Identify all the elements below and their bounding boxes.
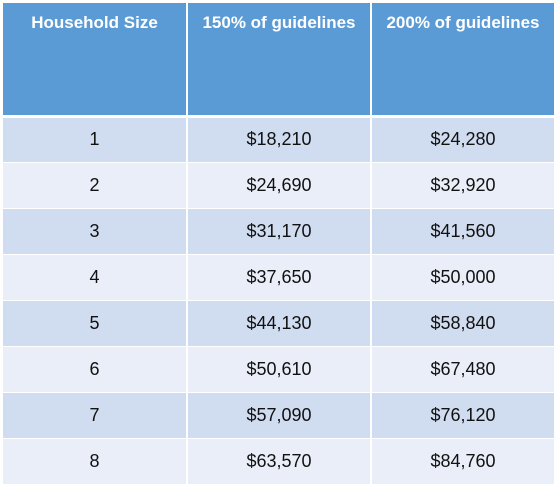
amount-200-cell: $58,840: [371, 300, 554, 347]
header-row: Household Size 150% of guidelines 200% o…: [3, 3, 554, 118]
amount-150-cell: $44,130: [187, 300, 372, 347]
amount-150-cell: $63,570: [187, 438, 372, 485]
amount-200-cell: $84,760: [371, 438, 554, 485]
household-size-cell: 4: [3, 254, 188, 301]
household-size-cell: 1: [3, 116, 188, 163]
amount-150-cell: $31,170: [187, 208, 372, 255]
amount-200-cell: $76,120: [371, 392, 554, 439]
table-row: 4 $37,650 $50,000: [3, 254, 554, 301]
guidelines-table: Household Size 150% of guidelines 200% o…: [3, 3, 554, 485]
amount-200-cell: $24,280: [371, 116, 554, 163]
column-header-household-size: Household Size: [3, 3, 188, 118]
table-row: 2 $24,690 $32,920: [3, 162, 554, 209]
amount-150-cell: $57,090: [187, 392, 372, 439]
amount-200-cell: $50,000: [371, 254, 554, 301]
table-row: 5 $44,130 $58,840: [3, 300, 554, 347]
table-header: Household Size 150% of guidelines 200% o…: [3, 3, 554, 118]
amount-200-cell: $67,480: [371, 346, 554, 393]
amount-150-cell: $37,650: [187, 254, 372, 301]
column-header-150-percent: 150% of guidelines: [187, 3, 372, 118]
table-row: 3 $31,170 $41,560: [3, 208, 554, 255]
table-body: 1 $18,210 $24,280 2 $24,690 $32,920 3 $3…: [3, 116, 554, 485]
guidelines-table-container: Household Size 150% of guidelines 200% o…: [3, 3, 554, 485]
amount-150-cell: $24,690: [187, 162, 372, 209]
amount-200-cell: $41,560: [371, 208, 554, 255]
table-row: 6 $50,610 $67,480: [3, 346, 554, 393]
amount-200-cell: $32,920: [371, 162, 554, 209]
table-row: 7 $57,090 $76,120: [3, 392, 554, 439]
household-size-cell: 2: [3, 162, 188, 209]
household-size-cell: 8: [3, 438, 188, 485]
household-size-cell: 6: [3, 346, 188, 393]
table-row: 8 $63,570 $84,760: [3, 438, 554, 485]
amount-150-cell: $18,210: [187, 116, 372, 163]
table-row: 1 $18,210 $24,280: [3, 116, 554, 163]
household-size-cell: 5: [3, 300, 188, 347]
column-header-200-percent: 200% of guidelines: [371, 3, 554, 118]
household-size-cell: 7: [3, 392, 188, 439]
amount-150-cell: $50,610: [187, 346, 372, 393]
household-size-cell: 3: [3, 208, 188, 255]
